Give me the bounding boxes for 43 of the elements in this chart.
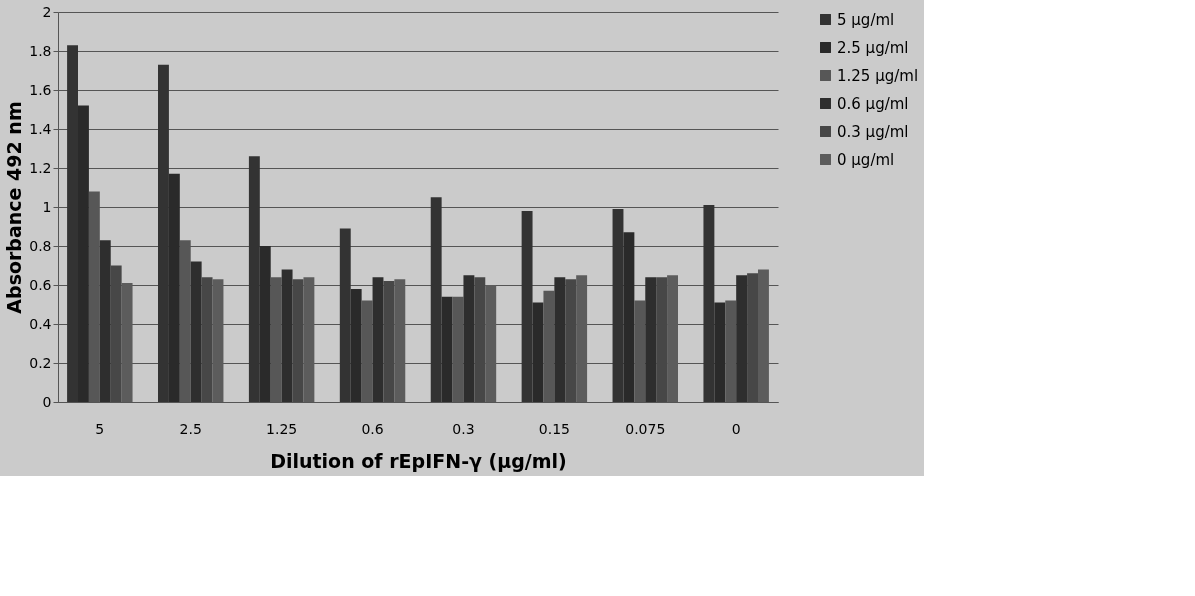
bar — [372, 277, 384, 402]
bar — [645, 277, 657, 402]
legend-label: 0 µg/ml — [837, 150, 895, 169]
x-tick-label: 0.6 — [361, 420, 384, 437]
x-tick-label: 0.075 — [625, 420, 666, 437]
y-tick-label: 1.8 — [29, 42, 52, 59]
bar — [554, 277, 566, 402]
x-tick-label: 1.25 — [266, 420, 298, 437]
x-tick-label: 0 — [731, 420, 741, 437]
y-tick-label: 0 — [42, 393, 52, 410]
bar — [565, 279, 577, 402]
y-tick-label: 0.6 — [29, 276, 52, 293]
y-tick-label: 0.4 — [29, 315, 52, 332]
bar — [281, 269, 293, 402]
y-axis-title: Absorbance 492 nm — [3, 101, 26, 314]
y-tick-label: 1.6 — [29, 81, 52, 98]
bar — [656, 277, 668, 402]
bar — [190, 261, 202, 402]
bar — [736, 275, 748, 402]
x-tick-label: 2.5 — [179, 420, 202, 437]
bar — [463, 275, 475, 402]
y-tick-label: 0.2 — [29, 354, 52, 371]
legend-label: 1.25 µg/ml — [837, 66, 919, 85]
bar — [383, 281, 395, 402]
legend-label: 5 µg/ml — [837, 10, 895, 29]
x-axis-title: Dilution of rEpIFN-γ (µg/ml) — [270, 449, 567, 472]
x-tick-label: 0.15 — [538, 420, 570, 437]
y-tick-label: 0.8 — [29, 237, 52, 254]
legend-label: 2.5 µg/ml — [837, 38, 909, 57]
y-tick-label: 2 — [42, 3, 52, 20]
y-tick-label: 1.4 — [29, 120, 52, 137]
legend-label: 0.6 µg/ml — [837, 94, 909, 113]
bar — [292, 279, 304, 402]
bar — [110, 265, 122, 402]
y-tick-label: 1.2 — [29, 159, 52, 176]
bar — [99, 240, 111, 402]
x-tick-label: 0.3 — [452, 420, 475, 437]
bar — [201, 277, 213, 402]
y-tick-label: 1 — [42, 198, 52, 215]
bar — [747, 273, 758, 402]
x-tick-label: 5 — [95, 420, 105, 437]
legend-label: 0.3 µg/ml — [837, 122, 909, 141]
bar — [474, 277, 486, 402]
